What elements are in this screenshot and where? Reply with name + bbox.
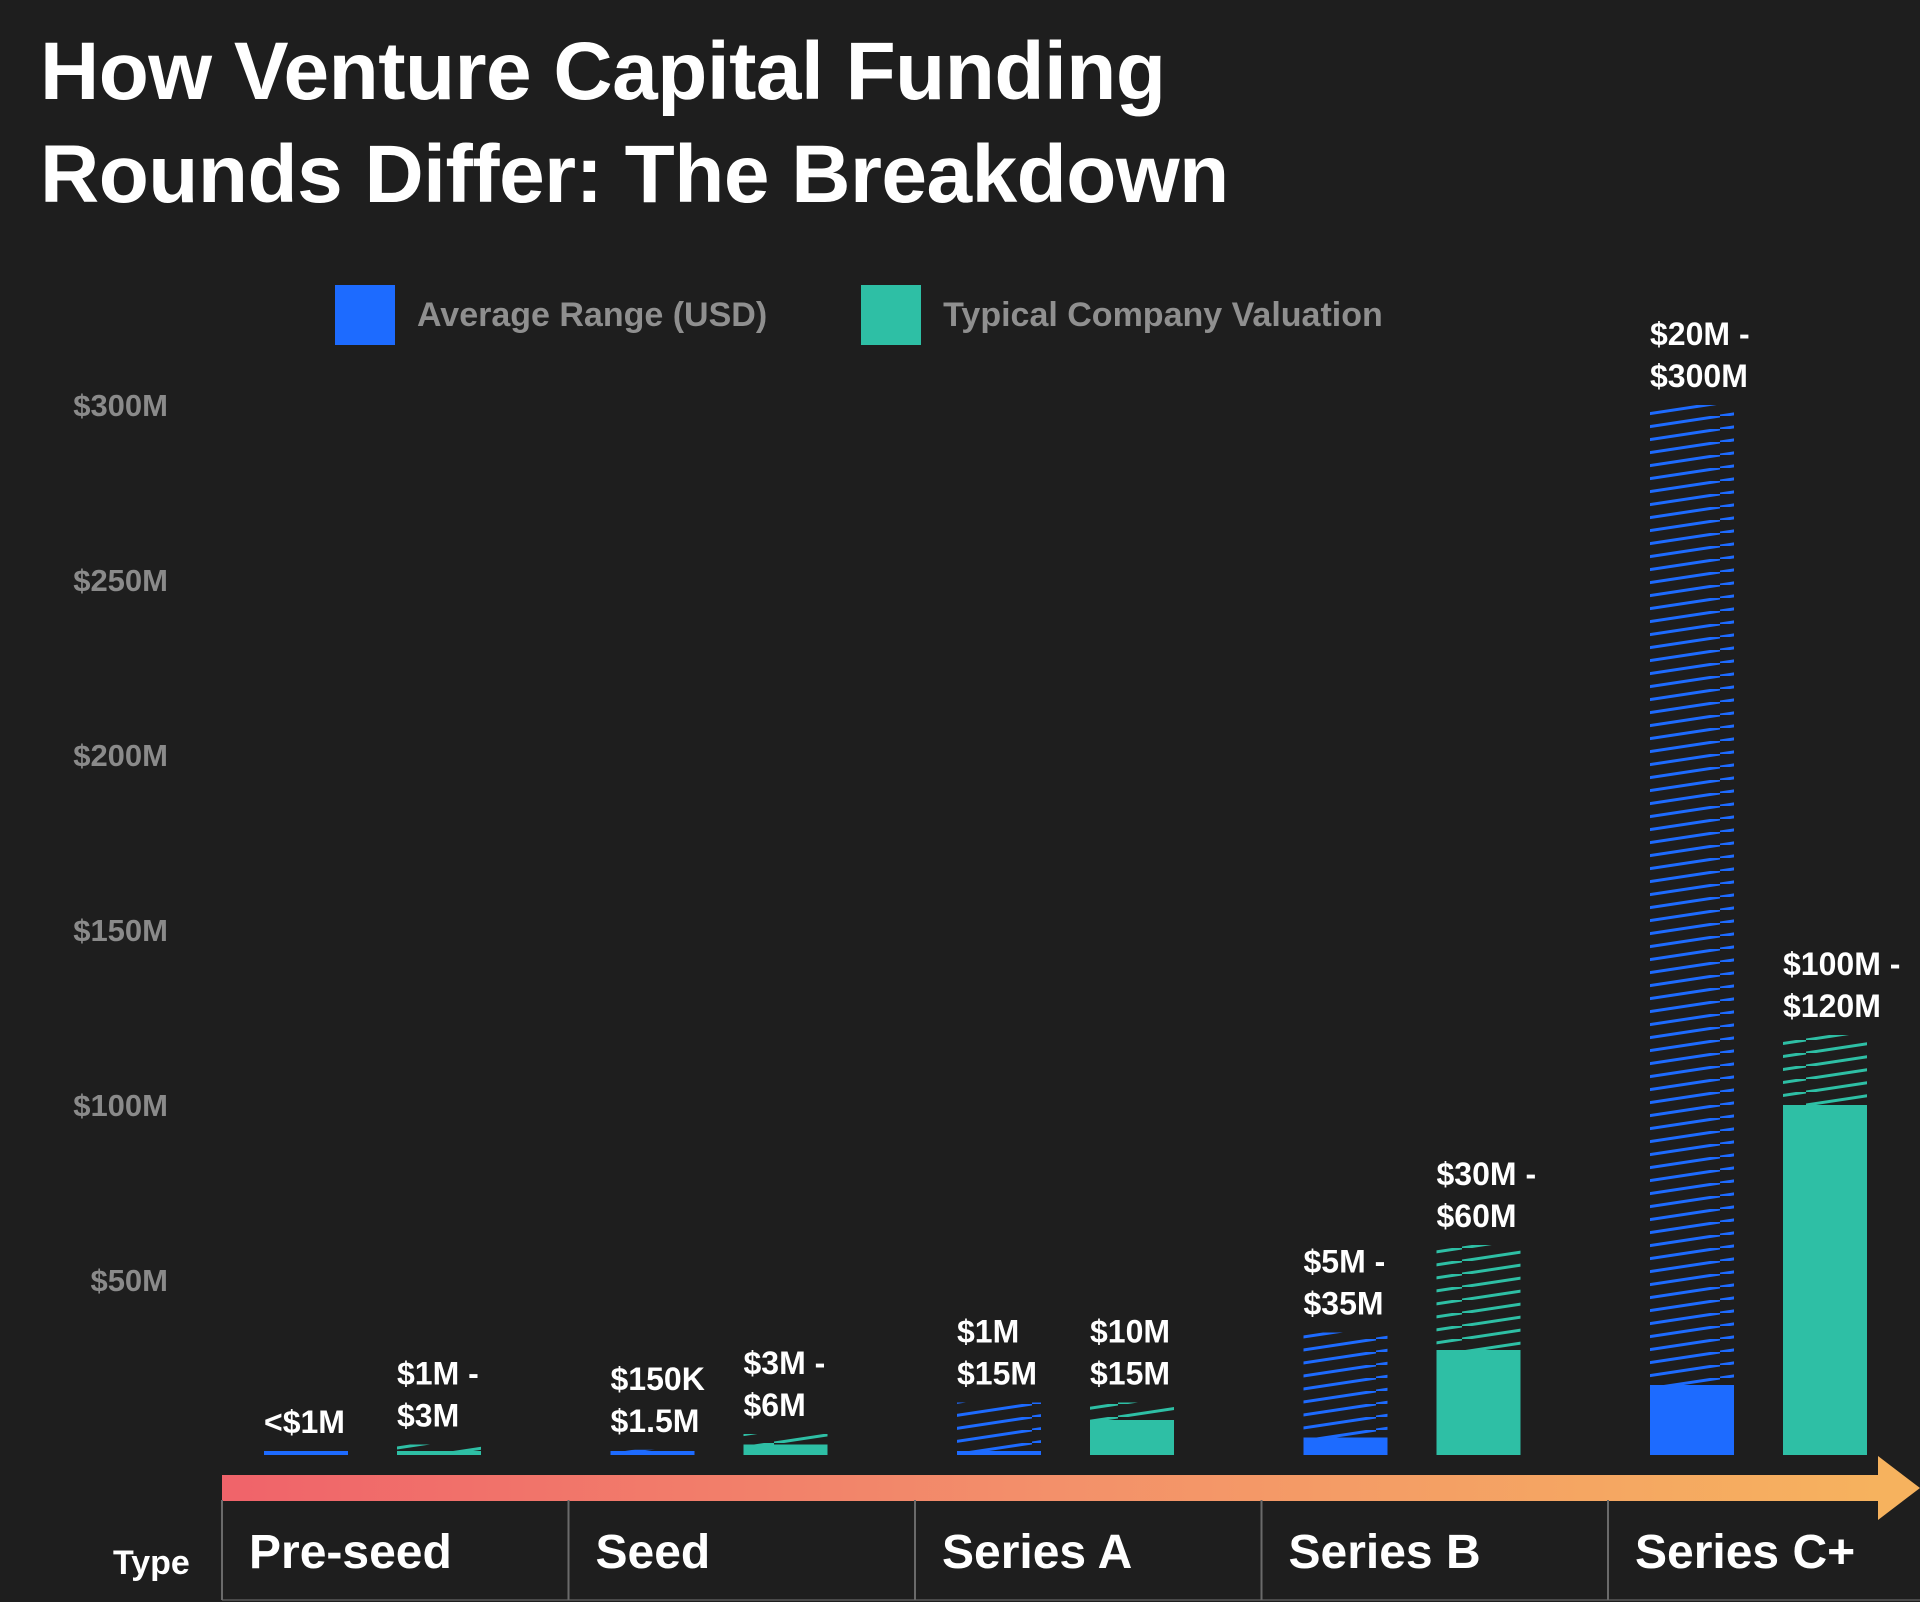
bar-series-c-average-range-minimum bbox=[1650, 1385, 1734, 1455]
y-axis: $50M $100M $150M $200M $250M $300M bbox=[73, 388, 168, 1298]
bar-series-a-average-range-label-line-1: $1M bbox=[957, 1314, 1019, 1350]
legend-label-valuation: Typical Company Valuation bbox=[943, 295, 1383, 334]
x-axis-title: Type bbox=[113, 1544, 190, 1582]
legend: Average Range (USD) Typical Company Valu… bbox=[335, 284, 1477, 346]
y-tick-label-250: $250M bbox=[73, 563, 168, 598]
chart-title-line-1: How Venture Capital Funding bbox=[40, 26, 1166, 117]
legend-item-valuation: Typical Company Valuation bbox=[861, 285, 1383, 345]
y-tick-label-100: $100M bbox=[73, 1088, 168, 1123]
bar-series-a-average-range-label-line-2: $15M bbox=[957, 1356, 1037, 1392]
bar-series-a-valuation-range bbox=[1090, 1402, 1174, 1420]
bar-series-c-average-range-range bbox=[1650, 405, 1734, 1385]
bars bbox=[264, 405, 1867, 1455]
bar-series-a-valuation-label-line-2: $15M bbox=[1090, 1356, 1170, 1392]
bar-seed-valuation-label-line-1: $3M - bbox=[744, 1345, 826, 1381]
bar-series-b-valuation-label-line-2: $60M bbox=[1437, 1198, 1517, 1234]
bar-series-b-valuation-minimum bbox=[1436, 1350, 1521, 1455]
x-tick-label-series-b: Series B bbox=[1289, 1526, 1481, 1579]
bar-series-c-average-range-label-line-1: $20M - bbox=[1650, 316, 1750, 352]
bar-series-a-average-range-minimum bbox=[957, 1451, 1041, 1455]
timeline-arrow-shaft bbox=[222, 1475, 1882, 1501]
legend-swatch-average-range bbox=[335, 285, 395, 345]
y-tick-label-50: $50M bbox=[90, 1263, 168, 1298]
bar-series-c-valuation-label-line-2: $120M bbox=[1783, 988, 1881, 1024]
bar-series-c-valuation-label-line-1: $100M - bbox=[1783, 946, 1900, 982]
bar-pre-seed-valuation-label-line-1: $1M - bbox=[397, 1356, 479, 1392]
y-tick-label-200: $200M bbox=[73, 738, 168, 773]
chart-title: How Venture Capital Funding Rounds Diffe… bbox=[40, 20, 1440, 226]
x-tick-label-pre-seed: Pre-seed bbox=[249, 1526, 452, 1579]
bar-pre-seed-average-range-label-line-1: <$1M bbox=[264, 1404, 345, 1440]
bar-series-a-valuation-label-line-1: $10M bbox=[1090, 1314, 1170, 1350]
legend-swatch-valuation bbox=[861, 285, 922, 345]
data-labels: <$1M $1M - $3M $150K $1.5M $3M - $6M $1M $15M $10… bbox=[264, 316, 1900, 1440]
bar-seed-valuation-minimum bbox=[743, 1444, 828, 1455]
bar-series-b-average-range-range bbox=[1303, 1332, 1388, 1438]
bar-series-b-average-range-minimum bbox=[1303, 1437, 1388, 1455]
bar-series-b-valuation-label-line-1: $30M - bbox=[1437, 1156, 1537, 1192]
y-tick-label-150: $150M bbox=[73, 913, 168, 948]
bar-seed-valuation-range bbox=[743, 1434, 828, 1445]
bar-series-b-valuation-range bbox=[1436, 1245, 1521, 1350]
x-tick-label-series-c: Series C+ bbox=[1635, 1526, 1855, 1579]
bar-pre-seed-valuation-label-line-2: $3M bbox=[397, 1398, 459, 1434]
legend-item-average-range: Average Range (USD) bbox=[335, 285, 767, 345]
bar-seed-average-range-label-line-2: $1.5M bbox=[611, 1403, 700, 1439]
bar-series-b-average-range-label-line-2: $35M bbox=[1304, 1286, 1384, 1322]
bar-pre-seed-valuation-minimum bbox=[397, 1451, 481, 1455]
bar-seed-average-range-minimum bbox=[610, 1451, 695, 1455]
bar-pre-seed-average-range-minimum bbox=[264, 1451, 348, 1455]
bar-series-c-valuation-range bbox=[1783, 1035, 1867, 1105]
chart-title-line-2: Rounds Differ: The Breakdown bbox=[40, 129, 1229, 220]
bar-series-c-valuation-minimum bbox=[1783, 1105, 1867, 1455]
x-tick-label-seed: Seed bbox=[596, 1526, 711, 1579]
bar-series-b-average-range-label-line-1: $5M - bbox=[1304, 1244, 1386, 1280]
bar-pre-seed-valuation-range bbox=[397, 1444, 481, 1452]
bar-seed-average-range-label-line-1: $150K bbox=[611, 1361, 705, 1397]
y-tick-label-300: $300M bbox=[73, 388, 168, 423]
timeline-arrow-head bbox=[1878, 1456, 1920, 1520]
bar-series-c-average-range-label-line-2: $300M bbox=[1650, 358, 1748, 394]
bar-series-a-valuation-minimum bbox=[1090, 1420, 1174, 1455]
x-axis: Type Pre-seed Seed Series A Series B Series C… bbox=[113, 1456, 1920, 1601]
legend-label-average-range: Average Range (USD) bbox=[417, 295, 768, 334]
bar-series-a-average-range-range bbox=[957, 1402, 1041, 1452]
x-tick-label-series-a: Series A bbox=[942, 1526, 1132, 1579]
bar-seed-valuation-label-line-2: $6M bbox=[744, 1387, 806, 1423]
